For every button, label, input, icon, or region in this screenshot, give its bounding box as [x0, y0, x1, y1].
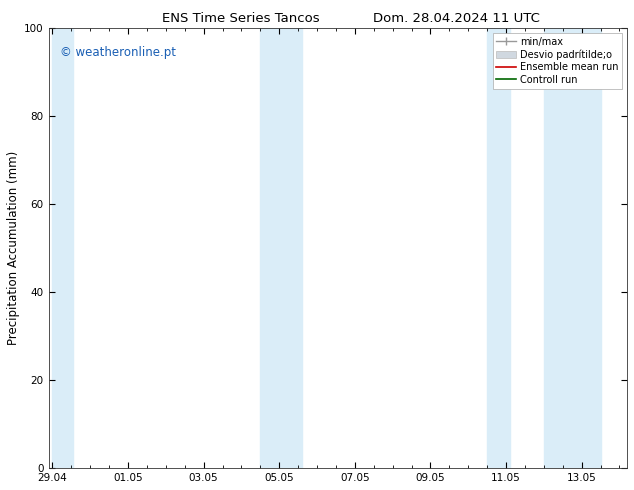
Text: Dom. 28.04.2024 11 UTC: Dom. 28.04.2024 11 UTC [373, 12, 540, 25]
Bar [571, 28, 600, 468]
Legend: min/max, Desvio padrítilde;o, Ensemble mean run, Controll run: min/max, Desvio padrítilde;o, Ensemble m… [493, 33, 622, 89]
Bar [261, 28, 281, 468]
Bar [487, 28, 510, 468]
Bar [281, 28, 302, 468]
Text: ENS Time Series Tancos: ENS Time Series Tancos [162, 12, 320, 25]
Y-axis label: Precipitation Accumulation (mm): Precipitation Accumulation (mm) [7, 151, 20, 345]
Bar [53, 28, 73, 468]
Bar [544, 28, 571, 468]
Text: © weatheronline.pt: © weatheronline.pt [60, 46, 176, 59]
